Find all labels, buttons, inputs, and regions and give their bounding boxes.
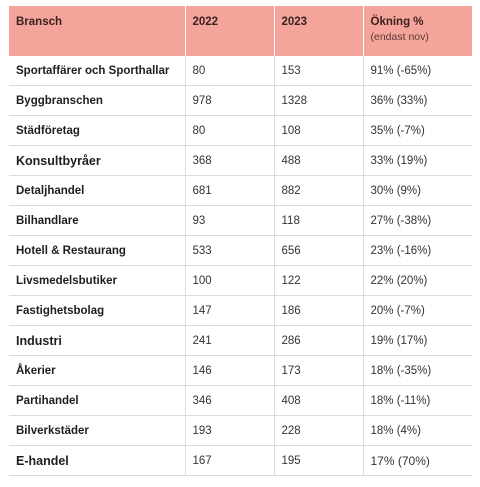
cell-2022: 167 <box>185 445 275 476</box>
cell-2023: 122 <box>274 265 364 296</box>
cell-bransch: Bilhandlare <box>9 205 186 236</box>
cell-2023: 656 <box>274 235 364 266</box>
table-row: E-handel 167 195 17% (70%) <box>9 445 472 476</box>
cell-bransch: Industri <box>9 325 186 356</box>
industry-growth-table: Bransch 2022 2023 Ökning % (endast nov) … <box>9 6 472 476</box>
cell-2022: 533 <box>185 235 275 266</box>
cell-bransch: Byggbranschen <box>9 85 186 116</box>
cell-2023: 882 <box>274 175 364 206</box>
table-row: Livsmedelsbutiker 100 122 22% (20%) <box>9 265 472 296</box>
table-row: Hotell & Restaurang 533 656 23% (-16%) <box>9 235 472 266</box>
table-container: Bransch 2022 2023 Ökning % (endast nov) … <box>9 6 472 476</box>
table-body: Sportaffärer och Sporthallar 80 153 91% … <box>9 56 472 476</box>
table-row: Partihandel 346 408 18% (-11%) <box>9 385 472 416</box>
header-okning-label: Ökning % <box>370 16 424 28</box>
cell-okning: 30% (9%) <box>370 184 422 197</box>
cell-2023: 108 <box>274 115 364 146</box>
cell-bransch: Bilverkstäder <box>9 415 186 446</box>
cell-2023: 286 <box>274 325 364 356</box>
cell-okning: 18% (-35%) <box>370 364 432 377</box>
table-row: Sportaffärer och Sporthallar 80 153 91% … <box>9 56 472 86</box>
cell-bransch: E-handel <box>9 445 186 476</box>
cell-bransch: Livsmedelsbutiker <box>9 265 186 296</box>
header-okning-sub: (endast nov) <box>370 31 429 43</box>
cell-okning: 91% (-65%) <box>370 64 432 77</box>
cell-okning: 23% (-16%) <box>370 244 432 257</box>
table-row: Konsultbyråer 368 488 33% (19%) <box>9 145 472 176</box>
cell-2023: 1328 <box>274 85 364 116</box>
cell-2022: 193 <box>185 415 275 446</box>
cell-okning: 18% (4%) <box>370 424 422 437</box>
cell-bransch: Fastighetsbolag <box>9 295 186 326</box>
cell-okning: 20% (-7%) <box>370 304 425 317</box>
cell-2022: 241 <box>185 325 275 356</box>
cell-bransch: Städföretag <box>9 115 186 146</box>
cell-2022: 100 <box>185 265 275 296</box>
cell-2023: 118 <box>274 205 364 236</box>
cell-bransch: Åkerier <box>9 355 186 386</box>
cell-okning: 27% (-38%) <box>370 214 432 227</box>
header-bransch: Bransch <box>9 6 186 56</box>
table-row: Detaljhandel 681 882 30% (9%) <box>9 175 472 206</box>
header-2023: 2023 <box>274 6 364 56</box>
cell-2022: 368 <box>185 145 275 176</box>
cell-2023: 186 <box>274 295 364 326</box>
cell-okning: 35% (-7%) <box>370 124 425 137</box>
cell-2022: 681 <box>185 175 275 206</box>
cell-2023: 173 <box>274 355 364 386</box>
cell-2023: 488 <box>274 145 364 176</box>
cell-2023: 153 <box>274 56 364 86</box>
cell-2023: 408 <box>274 385 364 416</box>
cell-2023: 228 <box>274 415 364 446</box>
cell-okning: 19% (17%) <box>370 334 428 347</box>
header-row: Bransch 2022 2023 Ökning % (endast nov) <box>9 6 472 56</box>
table-row: Fastighetsbolag 147 186 20% (-7%) <box>9 295 472 326</box>
header-okning: Ökning % (endast nov) <box>363 6 472 56</box>
header-2022: 2022 <box>185 6 275 56</box>
cell-bransch: Sportaffärer och Sporthallar <box>9 56 186 86</box>
cell-okning: 17% (70%) <box>370 453 430 468</box>
cell-2022: 346 <box>185 385 275 416</box>
table-row: Bilhandlare 93 118 27% (-38%) <box>9 205 472 236</box>
cell-bransch: Detaljhandel <box>9 175 186 206</box>
table-row: Industri 241 286 19% (17%) <box>9 325 472 356</box>
cell-2022: 80 <box>185 56 275 86</box>
table-row: Städföretag 80 108 35% (-7%) <box>9 115 472 146</box>
table-row: Byggbranschen 978 1328 36% (33%) <box>9 85 472 116</box>
table-row: Åkerier 146 173 18% (-35%) <box>9 355 472 386</box>
cell-2022: 147 <box>185 295 275 326</box>
cell-2022: 93 <box>185 205 275 236</box>
cell-2022: 978 <box>185 85 275 116</box>
cell-bransch: Konsultbyråer <box>9 145 186 176</box>
cell-okning: 22% (20%) <box>370 274 428 287</box>
cell-okning: 36% (33%) <box>370 94 428 107</box>
cell-2023: 195 <box>274 445 364 476</box>
cell-2022: 80 <box>185 115 275 146</box>
cell-bransch: Partihandel <box>9 385 186 416</box>
table-row: Bilverkstäder 193 228 18% (4%) <box>9 415 472 446</box>
table-header: Bransch 2022 2023 Ökning % (endast nov) <box>9 6 472 56</box>
cell-2022: 146 <box>185 355 275 386</box>
cell-bransch: Hotell & Restaurang <box>9 235 186 266</box>
cell-okning: 33% (19%) <box>370 154 428 167</box>
cell-okning: 18% (-11%) <box>370 394 431 407</box>
